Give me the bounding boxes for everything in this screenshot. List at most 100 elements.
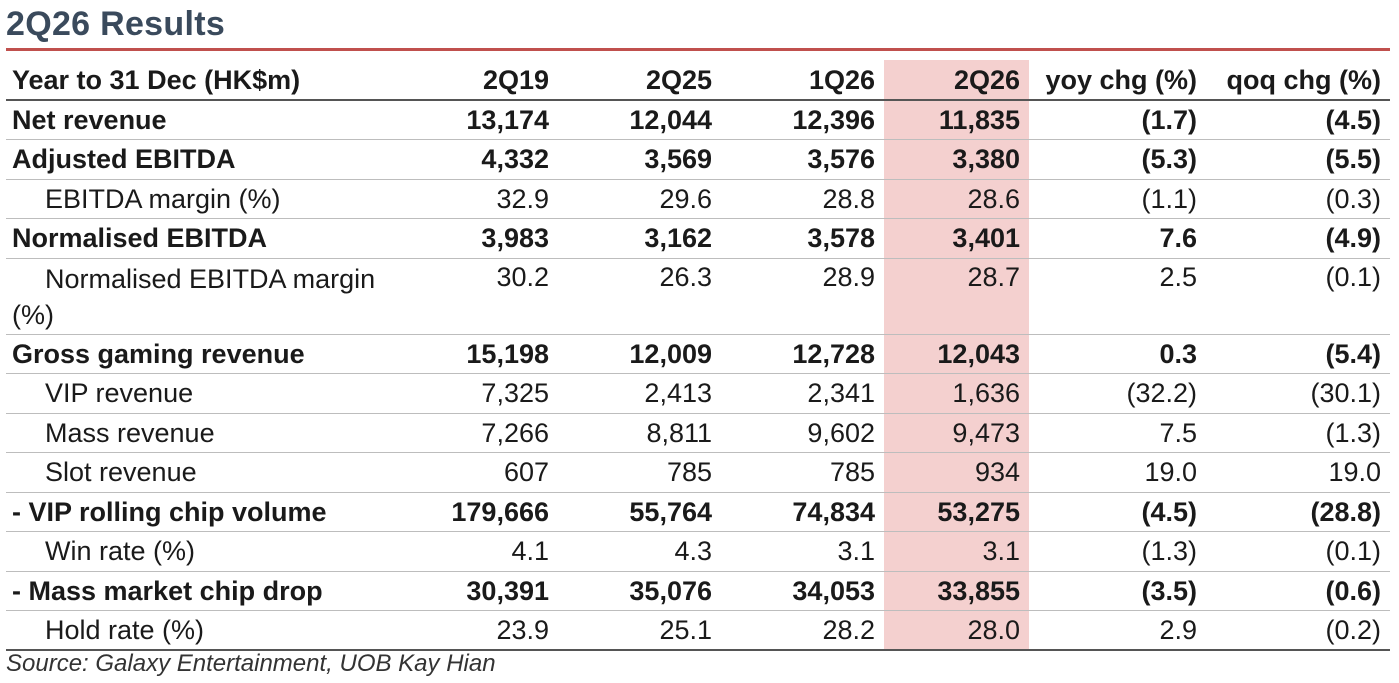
cell-1q26: 28.2 xyxy=(822,615,875,645)
cell-yoy: (4.5) xyxy=(1141,496,1197,527)
cell-2q19: 179,666 xyxy=(451,496,549,527)
cell-2q25: 3,162 xyxy=(644,223,712,254)
cell-2q25: 3,569 xyxy=(644,144,712,175)
cell-qoq: (5.4) xyxy=(1325,338,1381,369)
cell-2q19: 13,174 xyxy=(466,105,549,135)
cell-1q26: 12,728 xyxy=(792,338,875,369)
header-2q26: 2Q26 xyxy=(884,60,1029,101)
cell-qoq: (1.3) xyxy=(1325,417,1381,448)
cell-2q19: 7,325 xyxy=(481,378,549,409)
cell-yoy: (1.7) xyxy=(1141,105,1197,135)
cell-2q25: 12,044 xyxy=(629,105,712,135)
cell-yoy: 2.9 xyxy=(1159,615,1197,645)
cell-qoq: 19.0 xyxy=(1328,457,1381,488)
cell-1q26: 9,602 xyxy=(807,417,875,448)
cell-2q19: 30.2 xyxy=(496,261,549,292)
table-row-vip-rolling-chip-volume: - VIP rolling chip volume 179,666 55,764… xyxy=(6,492,1390,532)
row-label: Adjusted EBITDA xyxy=(12,144,236,175)
cell-2q25: 25.1 xyxy=(659,615,712,645)
row-label: Mass revenue xyxy=(45,417,215,448)
row-label: Gross gaming revenue xyxy=(12,338,305,369)
row-label: Normalised EBITDA margin (%) xyxy=(6,258,386,334)
cell-yoy: (3.5) xyxy=(1141,575,1197,606)
table-row-win-rate: Win rate (%) 4.1 4.3 3.1 3.1 (1.3) (0.1) xyxy=(6,531,1390,571)
table-row-adjusted-ebitda: Adjusted EBITDA 4,332 3,569 3,576 3,380 … xyxy=(6,139,1390,179)
cell-1q26: 12,396 xyxy=(792,105,875,135)
table-row-ebitda-margin: EBITDA margin (%) 32.9 29.6 28.8 28.6 (1… xyxy=(6,179,1390,219)
cell-2q19: 3,983 xyxy=(481,223,549,254)
cell-2q26: 3,401 xyxy=(884,218,1029,258)
table-row-normalised-ebitda-margin: Normalised EBITDA margin (%) 30.2 26.3 28… xyxy=(6,258,1390,334)
row-label: VIP revenue xyxy=(45,378,194,409)
table-row-normalised-ebitda: Normalised EBITDA 3,983 3,162 3,578 3,40… xyxy=(6,218,1390,258)
row-label: EBITDA margin (%) xyxy=(45,183,281,214)
cell-1q26: 785 xyxy=(829,457,875,488)
cell-2q25: 4.3 xyxy=(674,536,712,567)
table-row-net-revenue: Net revenue 13,174 12,044 12,396 11,835 … xyxy=(6,100,1390,140)
cell-qoq: (5.5) xyxy=(1325,144,1381,175)
row-label: Slot revenue xyxy=(45,457,197,488)
cell-yoy: 19.0 xyxy=(1144,457,1197,488)
cell-qoq: (4.5) xyxy=(1325,105,1381,135)
cell-2q26: 28.6 xyxy=(884,179,1029,219)
row-label: Hold rate (%) xyxy=(45,615,205,645)
cell-1q26: 3,576 xyxy=(807,144,875,175)
header-yoy-chg: yoy chg (%) xyxy=(1029,60,1206,101)
cell-2q26: 33,855 xyxy=(884,571,1029,611)
cell-qoq: (0.3) xyxy=(1325,183,1381,214)
cell-2q25: 12,009 xyxy=(629,338,712,369)
header-2q19: 2Q19 xyxy=(386,60,558,101)
cell-1q26: 28.9 xyxy=(822,261,875,292)
cell-qoq: (0.1) xyxy=(1325,261,1381,292)
table-header-row: Year to 31 Dec (HK$m) 2Q19 2Q25 1Q26 2Q2… xyxy=(6,60,1390,101)
cell-yoy: 2.5 xyxy=(1159,261,1197,292)
table-row-mass-market-chip-drop: - Mass market chip drop 30,391 35,076 34… xyxy=(6,571,1390,611)
cell-1q26: 74,834 xyxy=(792,496,875,527)
cell-2q26: 28.7 xyxy=(884,258,1029,334)
cell-2q19: 15,198 xyxy=(466,338,549,369)
cell-2q25: 29.6 xyxy=(659,183,712,214)
table-row-vip-revenue: VIP revenue 7,325 2,413 2,341 1,636 (32.… xyxy=(6,373,1390,413)
cell-2q26: 53,275 xyxy=(884,492,1029,532)
row-label-line2: (%) xyxy=(12,299,54,330)
cell-2q25: 785 xyxy=(666,457,712,488)
row-label: Net revenue xyxy=(12,105,167,135)
cell-yoy: 7.6 xyxy=(1159,223,1197,254)
cell-1q26: 3,578 xyxy=(807,223,875,254)
source-note: Source: Galaxy Entertainment, UOB Kay Hi… xyxy=(6,650,496,677)
cell-2q19: 4,332 xyxy=(481,144,549,175)
row-label: Win rate (%) xyxy=(45,536,196,567)
cell-2q19: 607 xyxy=(503,457,549,488)
row-label: - Mass market chip drop xyxy=(12,575,323,606)
cell-2q26: 1,636 xyxy=(884,373,1029,413)
cell-qoq: (0.2) xyxy=(1325,615,1381,645)
header-period-label: Year to 31 Dec (HK$m) xyxy=(6,60,386,101)
cell-2q25: 55,764 xyxy=(629,496,712,527)
cell-2q25: 8,811 xyxy=(646,417,712,448)
row-label-line1: Normalised EBITDA margin xyxy=(45,263,376,294)
cell-1q26: 3.1 xyxy=(837,536,875,567)
cell-2q26: 11,835 xyxy=(884,100,1029,140)
cell-qoq: (0.1) xyxy=(1325,536,1381,567)
table-row-slot-revenue: Slot revenue 607 785 785 934 19.0 19.0 xyxy=(6,452,1390,492)
cell-1q26: 34,053 xyxy=(792,575,875,606)
row-label: - VIP rolling chip volume xyxy=(12,496,327,527)
cell-qoq: (0.6) xyxy=(1325,575,1381,606)
cell-yoy: (1.1) xyxy=(1141,183,1197,214)
row-label: Normalised EBITDA xyxy=(12,223,268,254)
cell-2q25: 26.3 xyxy=(659,261,712,292)
cell-2q26: 934 xyxy=(884,452,1029,492)
header-1q26: 1Q26 xyxy=(721,60,884,101)
cell-qoq: (4.9) xyxy=(1325,223,1381,254)
cell-1q26: 28.8 xyxy=(822,183,875,214)
cell-2q26: 3,380 xyxy=(884,139,1029,179)
cell-qoq: (30.1) xyxy=(1310,378,1381,409)
cell-2q19: 7,266 xyxy=(481,417,549,448)
cell-yoy: (1.3) xyxy=(1141,536,1197,567)
results-table: Year to 31 Dec (HK$m) 2Q19 2Q25 1Q26 2Q2… xyxy=(6,60,1390,651)
cell-1q26: 2,341 xyxy=(807,378,875,409)
cell-2q25: 2,413 xyxy=(644,378,712,409)
cell-yoy: 7.5 xyxy=(1159,417,1197,448)
cell-2q26: 12,043 xyxy=(884,334,1029,374)
cell-2q26: 3.1 xyxy=(884,531,1029,571)
